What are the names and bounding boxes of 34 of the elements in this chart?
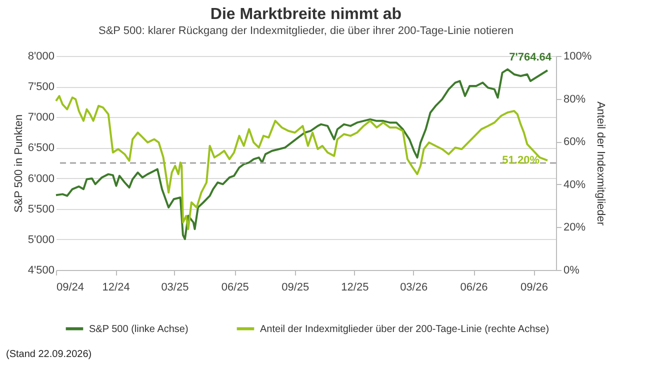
legend-label: Anteil der Indexmitglieder über der 200-Tage-Linie (rechte Achse): [260, 324, 550, 335]
x-tick-label: 03/26: [400, 282, 428, 294]
y-tick-label: 6'500: [28, 142, 54, 154]
x-tick-label: 06/25: [221, 282, 249, 294]
chart-title: Die Marktbreite nimmt ab: [210, 6, 402, 23]
line-series: [55, 95, 548, 230]
x-tick-label: 03/25: [161, 282, 189, 294]
y2-tick-label: 0%: [564, 264, 580, 276]
x-tick-label: 09/26: [520, 282, 548, 294]
y2-axis-title: Anteil der Indexmitglieder: [594, 101, 607, 226]
x-tick-label: 09/25: [282, 282, 310, 294]
y-tick-label: 7'500: [28, 81, 54, 94]
annotation: 7'764.64: [509, 51, 552, 64]
x-tick-label: 09/24: [56, 282, 84, 294]
y-tick-label: 5'500: [28, 203, 54, 216]
y2-tick-label: 80%: [564, 93, 586, 106]
y-tick-label: 5'000: [28, 234, 54, 246]
y-tick-label: 7'000: [28, 112, 54, 124]
y-tick-label: 4'500: [28, 264, 54, 276]
y2-tick-label: 100%: [564, 50, 592, 62]
y-tick-label: 8'000: [28, 50, 54, 62]
annotation: 51.20%: [502, 154, 540, 166]
y2-tick-label: 20%: [564, 222, 586, 234]
legend-label: S&P 500 (linke Achse): [89, 324, 188, 335]
line-series: [55, 68, 548, 240]
x-tick-label: 12/24: [102, 282, 130, 294]
chart-subtitle: S&P 500: klarer Rückgang der Indexmitglieder, die über ihrer 200-Tage-Linie notieren: [98, 25, 514, 37]
text: (Stand 22.09.2026): [6, 349, 93, 360]
y-tick-label: 6'000: [28, 172, 54, 185]
y2-tick-label: 60%: [564, 136, 586, 148]
x-tick-label: 06/26: [460, 282, 488, 294]
y2-tick-label: 40%: [564, 178, 586, 191]
y-axis-title: S&P 500 in Punkten: [12, 114, 25, 213]
x-tick-label: 12/25: [341, 282, 369, 294]
